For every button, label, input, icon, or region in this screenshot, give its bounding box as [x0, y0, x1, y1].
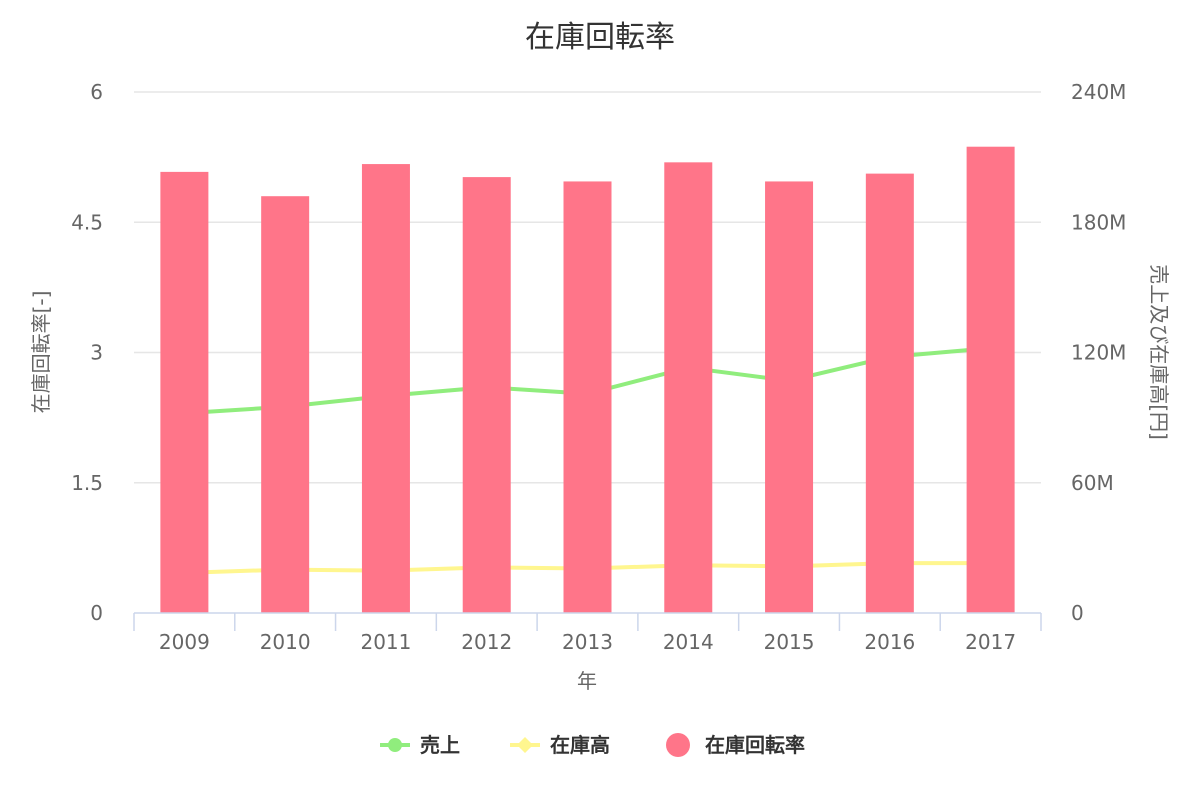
x-axis-tick-label: 2015: [764, 630, 815, 654]
right-y-axis: 0 60M 120M 180M 240M: [1071, 80, 1126, 625]
right-axis-tick-label: 60M: [1071, 471, 1114, 495]
right-axis-tick-label: 120M: [1071, 341, 1126, 365]
left-axis-tick-label: 3: [90, 341, 103, 365]
legend-circle-symbol: [666, 733, 690, 757]
x-axis-tick-label: 2016: [864, 630, 915, 654]
x-axis-tick-label: 2009: [159, 630, 210, 654]
chart-title: 在庫回転率: [525, 20, 675, 55]
left-axis-tick-label: 0: [90, 601, 103, 625]
legend-label: 売上: [420, 733, 460, 757]
legend-item[interactable]: 売上: [380, 733, 460, 757]
bar[interactable]: [865, 173, 914, 613]
bar[interactable]: [664, 162, 713, 613]
right-axis-title: 売上及び在庫高[円]: [1147, 264, 1171, 440]
left-axis-tick-label: 4.5: [71, 210, 103, 234]
left-axis-tick-label: 1.5: [71, 471, 103, 495]
x-axis-tick-label: 2017: [965, 630, 1016, 654]
x-axis-tick-label: 2010: [260, 630, 311, 654]
bar[interactable]: [563, 181, 612, 613]
x-axis-tick-label: 2013: [562, 630, 613, 654]
bar[interactable]: [160, 171, 209, 614]
left-y-axis: 0 1.5 3 4.5 6: [71, 80, 103, 625]
bar[interactable]: [966, 146, 1015, 613]
x-axis-tick-label: 2014: [663, 630, 714, 654]
x-axis: 2009 2010 2011 2012 2013 2014 2015 2016 2017: [133, 612, 1042, 654]
right-axis-tick-label: 0: [1071, 601, 1084, 625]
left-axis-tick-label: 6: [90, 80, 103, 104]
bar[interactable]: [261, 196, 310, 613]
bar-series: [160, 146, 1015, 614]
legend-diamond-marker: [517, 737, 533, 753]
right-axis-tick-label: 180M: [1071, 210, 1126, 234]
x-axis-tick-label: 2012: [461, 630, 512, 654]
x-axis-title: 年: [577, 669, 597, 693]
x-axis-tick-label: 2011: [360, 630, 411, 654]
legend-label: 在庫高: [550, 733, 610, 757]
legend: 売上 在庫高 在庫回転率: [380, 733, 805, 757]
bar[interactable]: [361, 164, 410, 614]
right-axis-tick-label: 240M: [1071, 80, 1126, 104]
legend-circle-marker: [388, 738, 402, 752]
legend-label: 在庫回転率: [705, 733, 805, 757]
bar[interactable]: [462, 177, 511, 613]
legend-item[interactable]: 在庫高: [510, 733, 610, 757]
legend-item[interactable]: 在庫回転率: [666, 733, 805, 757]
bar[interactable]: [765, 181, 814, 613]
left-axis-title: 在庫回転率[-]: [29, 291, 53, 414]
